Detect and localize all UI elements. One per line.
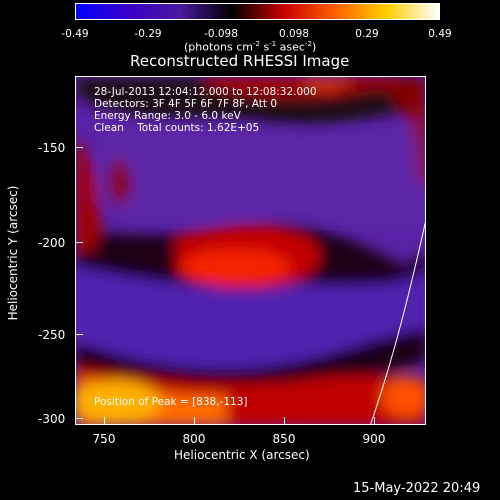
y-tick-mark [75,418,83,419]
info-peak-position: Position of Peak = [838,-113] [94,396,248,408]
y-tick-label: -250 [38,328,66,342]
colorbar-units: (photons cm-2 s-1 asec-2) [184,40,317,54]
y-tick-label: -150 [38,141,66,155]
x-tick-label: 850 [272,432,296,446]
y-tick-mark [75,147,83,148]
x-axis-label: Heliocentric X (arcsec) [174,448,310,462]
info-time-range: 28-Jul-2013 12:04:12.000 to 12:08:32.000 [94,86,317,98]
x-tick-label: 900 [362,432,386,446]
x-tick-mark [284,417,285,425]
rhessi-image-plot: 28-Jul-2013 12:04:12.000 to 12:08:32.000… [75,76,426,425]
x-tick-mark [374,417,375,425]
colorbar-tick-label: 0.49 [428,28,452,40]
rhessi-image [76,77,425,424]
x-tick-label: 750 [92,432,116,446]
y-axis-label: Heliocentric Y (arcsec) [6,185,20,321]
colorbar-tick-label: -0.098 [204,28,238,40]
colorbar-tick-label: 0.098 [278,28,310,40]
info-energy-range: Energy Range: 3.0 - 6.0 keV [94,110,241,122]
datestamp: 15-May-2022 20:49 [353,481,481,496]
info-detectors: Detectors: 3F 4F 5F 6F 7F 8F, Att 0 [94,98,278,110]
y-tick-mark [75,334,83,335]
x-tick-mark [194,417,195,425]
colorbar-tick-label: -0.49 [61,28,89,40]
y-tick-label: -200 [38,236,66,250]
y-tick-label: -300 [38,412,66,426]
colorbar [75,3,440,20]
x-tick-mark [104,417,105,425]
info-clean: Clean Total counts: 1.62E+05 [94,122,260,134]
plot-title: Reconstructed RHESSI Image [130,52,350,70]
x-tick-label: 800 [182,432,206,446]
y-tick-mark [75,242,83,243]
colorbar-tick-label: 0.29 [355,28,379,40]
colorbar-tick-label: -0.29 [134,28,162,40]
